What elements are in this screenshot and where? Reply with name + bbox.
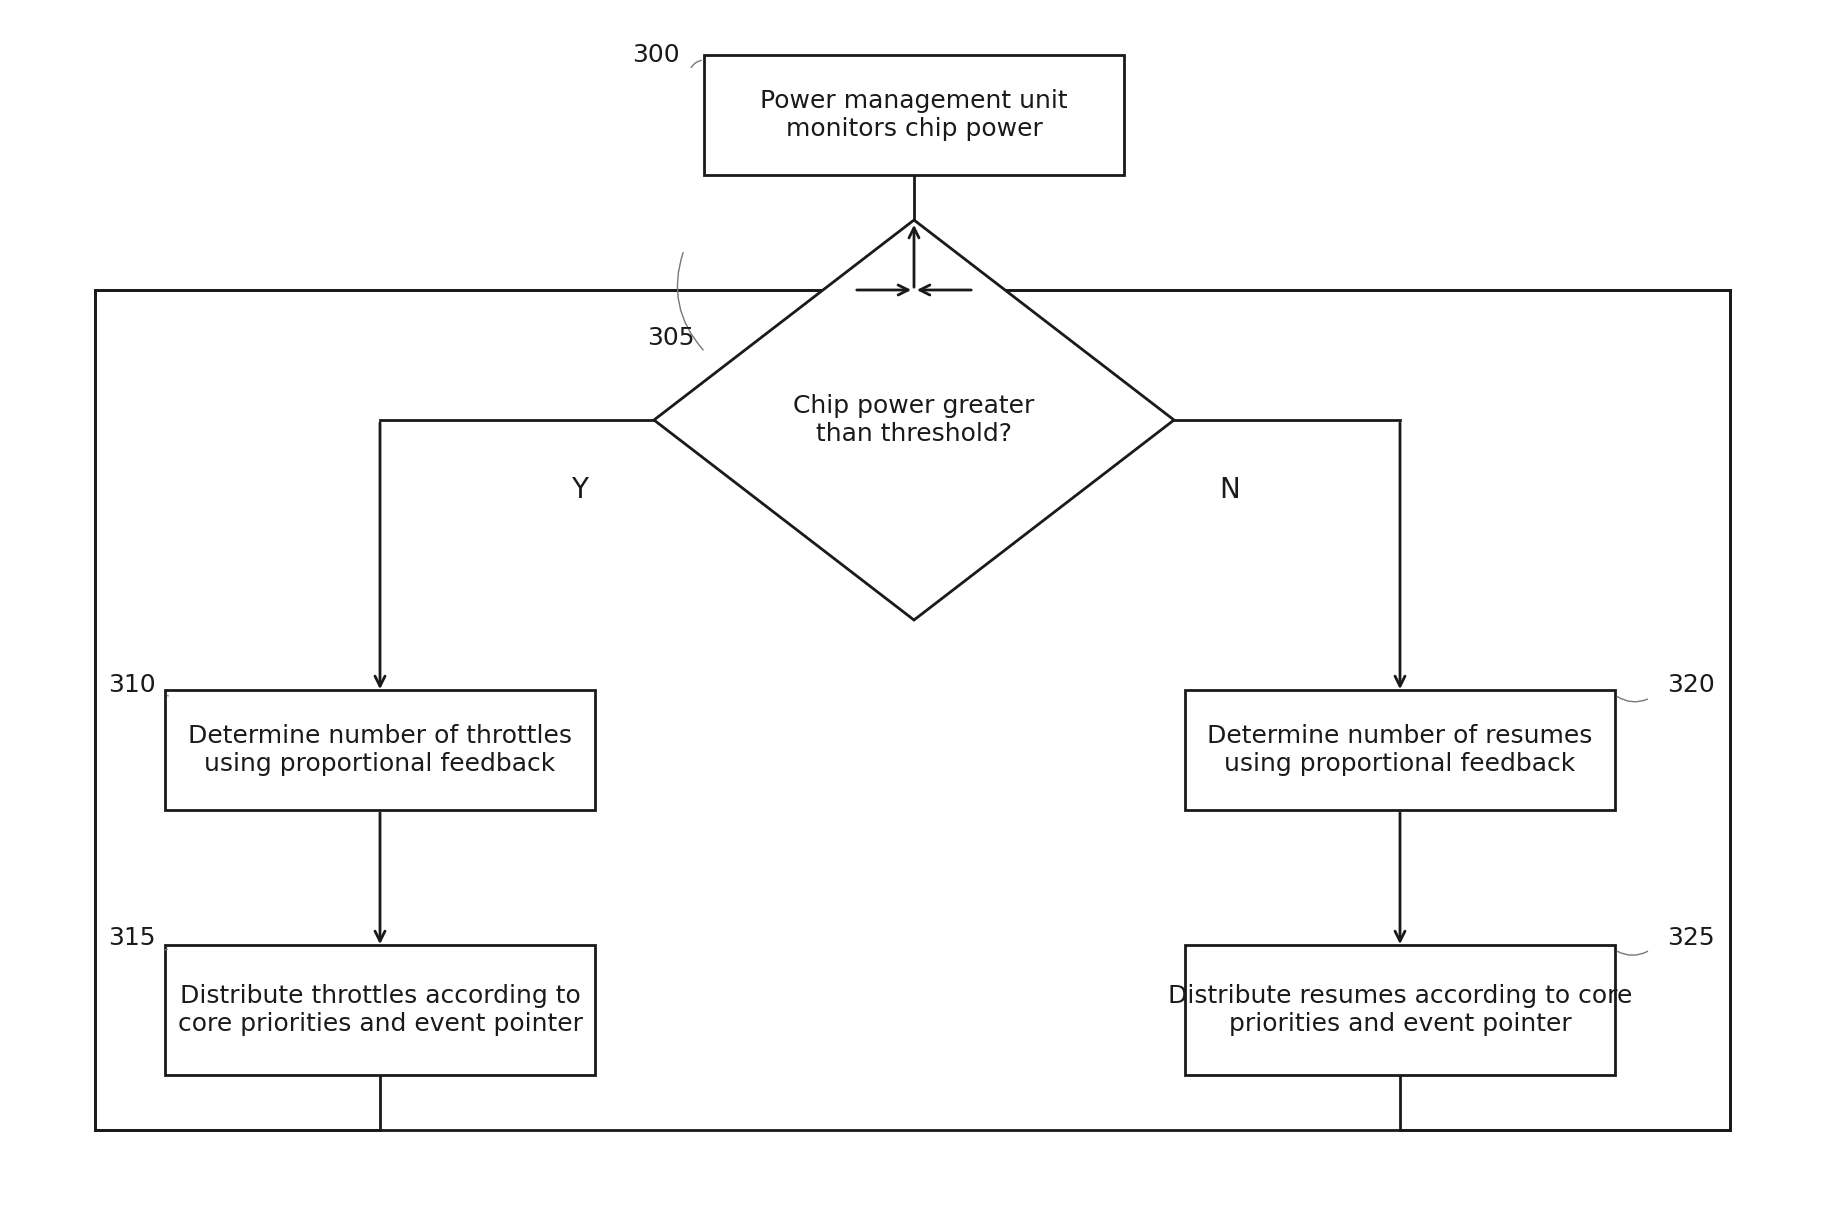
Bar	[165, 690, 594, 809]
Polygon shape	[655, 221, 1174, 620]
Text: 315: 315	[108, 926, 155, 950]
Text: 325: 325	[1668, 926, 1716, 950]
Text: 305: 305	[647, 326, 695, 350]
Bar	[95, 290, 1730, 1130]
Text: Chip power greater
than threshold?: Chip power greater than threshold?	[794, 394, 1035, 446]
Text: Determine number of resumes
using proportional feedback: Determine number of resumes using propor…	[1207, 724, 1593, 776]
Bar	[704, 55, 1125, 175]
Bar	[1185, 690, 1615, 809]
Text: 300: 300	[633, 43, 680, 67]
Text: Power management unit
monitors chip power: Power management unit monitors chip powe…	[761, 89, 1068, 140]
Text: Distribute throttles according to
core priorities and event pointer: Distribute throttles according to core p…	[177, 984, 582, 1036]
Text: 320: 320	[1668, 673, 1716, 697]
Text: 310: 310	[108, 673, 155, 697]
Text: N: N	[1220, 476, 1240, 504]
Text: Y: Y	[571, 476, 589, 504]
Text: Determine number of throttles
using proportional feedback: Determine number of throttles using prop…	[188, 724, 572, 776]
Text: Distribute resumes according to core
priorities and event pointer: Distribute resumes according to core pri…	[1167, 984, 1631, 1036]
Bar	[165, 945, 594, 1076]
Bar	[1185, 945, 1615, 1076]
